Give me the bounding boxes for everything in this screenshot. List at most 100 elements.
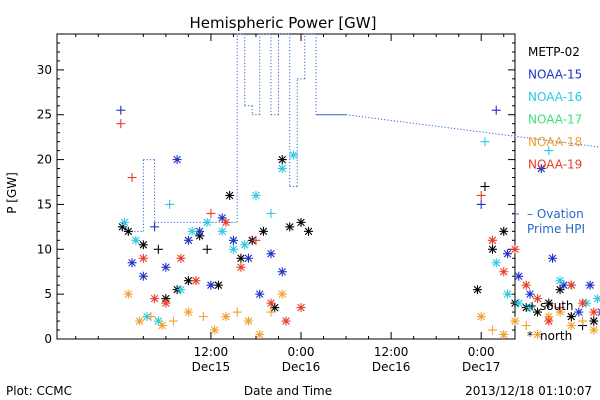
data-point-noaa-18: [510, 316, 520, 326]
data-point-noaa-16: [480, 137, 490, 147]
data-point-metp-02: [296, 217, 306, 227]
data-point-noaa-19: [281, 316, 291, 326]
data-point-noaa-15: [548, 253, 558, 263]
x-tick-time-label: 12:00: [194, 345, 229, 359]
data-point-noaa-19: [127, 173, 137, 183]
data-point-noaa-15: [138, 271, 148, 281]
data-point-metp-02: [480, 182, 490, 191]
data-point-noaa-18: [168, 316, 178, 326]
data-point-noaa-15: [161, 262, 171, 272]
legend-item-noaa-18: NOAA-18: [528, 135, 582, 149]
y-tick-label: 15: [37, 197, 52, 211]
plot-timestamp: 2013/12/18 01:10:07: [465, 384, 592, 398]
y-tick-label: 30: [37, 63, 52, 77]
y-tick-label: 5: [44, 287, 52, 301]
data-point-noaa-19: [116, 119, 126, 129]
data-point-noaa-18: [499, 330, 509, 340]
y-tick-label: 10: [37, 242, 52, 256]
data-point-noaa-18: [255, 330, 265, 340]
data-point-noaa-16: [120, 217, 130, 227]
data-point-noaa-16: [277, 164, 287, 174]
x-axis-label: Date and Time: [244, 384, 332, 398]
data-point-noaa-18: [135, 316, 145, 326]
data-point-noaa-19: [510, 244, 520, 254]
data-point-metp-02: [138, 240, 148, 250]
legend-item-noaa-16: NOAA-16: [528, 90, 582, 104]
data-point-noaa-19: [589, 307, 599, 317]
data-point-noaa-15: [476, 199, 486, 209]
y-tick-label: 0: [44, 332, 52, 346]
data-point-metp-02: [236, 253, 246, 263]
data-point-metp-02: [183, 276, 193, 286]
data-point-noaa-19: [487, 235, 497, 245]
data-point-noaa-15: [502, 249, 512, 259]
data-point-noaa-16: [228, 244, 238, 254]
data-point-noaa-15: [596, 308, 600, 316]
data-point-noaa-15: [150, 222, 160, 232]
data-point-noaa-19: [251, 235, 261, 245]
x-tick-date-label: Dec15: [192, 360, 231, 374]
data-point-noaa-15: [536, 164, 546, 174]
data-point-noaa-19: [555, 303, 565, 313]
data-point-noaa-16: [289, 150, 299, 160]
data-point-noaa-18: [578, 316, 588, 326]
data-point-noaa-18: [123, 289, 133, 299]
data-point-noaa-16: [514, 298, 524, 308]
ovation-segment: [346, 114, 600, 148]
data-point-metp-02: [533, 307, 543, 317]
data-point-noaa-19: [533, 294, 543, 304]
data-point-noaa-15: [277, 267, 287, 277]
data-point-noaa-18: [521, 321, 531, 331]
data-point-noaa-15: [206, 280, 216, 290]
data-point-noaa-15: [127, 258, 137, 268]
data-point-noaa-19: [476, 190, 486, 200]
data-point-noaa-18: [266, 307, 276, 317]
data-point-metp-02: [304, 226, 314, 236]
data-point-metp-02: [277, 155, 287, 165]
data-point-noaa-18: [487, 325, 497, 335]
legend: METP-02 NOAA-15 NOAA-16 NOAA-17 NOAA-18 NOAA-…: [528, 45, 582, 172]
data-point-noaa-16: [593, 294, 600, 304]
data-point-noaa-18: [198, 312, 208, 322]
data-point-metp-02: [258, 226, 268, 236]
data-point-noaa-19: [236, 262, 246, 272]
x-tick-date-label: Dec16: [282, 360, 321, 374]
data-points: [116, 105, 600, 340]
ovation-prime-hpi-line: [124, 33, 600, 232]
data-point-noaa-16: [266, 208, 276, 218]
data-point-metp-02: [270, 303, 280, 313]
data-point-noaa-15: [574, 307, 584, 317]
ovation-legend-label-line2: Prime HPI: [527, 222, 585, 236]
data-point-noaa-15: [243, 253, 253, 263]
x-tick-time-label: 0:00: [288, 345, 315, 359]
data-point-noaa-16: [240, 240, 250, 250]
data-point-metp-02: [487, 244, 497, 254]
data-point-noaa-16: [217, 226, 227, 236]
plot-credit: Plot: CCMC: [6, 384, 72, 398]
data-point-noaa-18: [146, 312, 156, 322]
data-point-noaa-15: [266, 249, 276, 259]
data-point-noaa-15: [116, 105, 126, 115]
data-point-noaa-15: [172, 155, 182, 165]
data-point-noaa-16: [491, 258, 501, 268]
data-point-noaa-16: [165, 199, 175, 209]
data-point-noaa-15: [228, 235, 238, 245]
marker-legend: + south * north: [527, 299, 574, 343]
data-point-noaa-18: [221, 312, 231, 322]
data-point-noaa-19: [221, 217, 231, 227]
y-tick-label: 25: [37, 108, 52, 122]
data-point-metp-02: [153, 244, 163, 254]
y-tick-label: 20: [37, 153, 52, 167]
chart-title: Hemispheric Power [GW]: [190, 14, 377, 32]
data-point-noaa-16: [544, 146, 554, 156]
data-point-noaa-19: [499, 267, 509, 277]
y-axis-ticks: 0 5 10 15 20 25 30: [37, 33, 515, 346]
data-point-noaa-15: [195, 226, 205, 236]
data-point-noaa-18: [533, 330, 543, 340]
legend-item-metp-02: METP-02: [528, 45, 580, 59]
data-point-noaa-15: [559, 280, 569, 290]
legend-item-noaa-15: NOAA-15: [528, 68, 582, 82]
